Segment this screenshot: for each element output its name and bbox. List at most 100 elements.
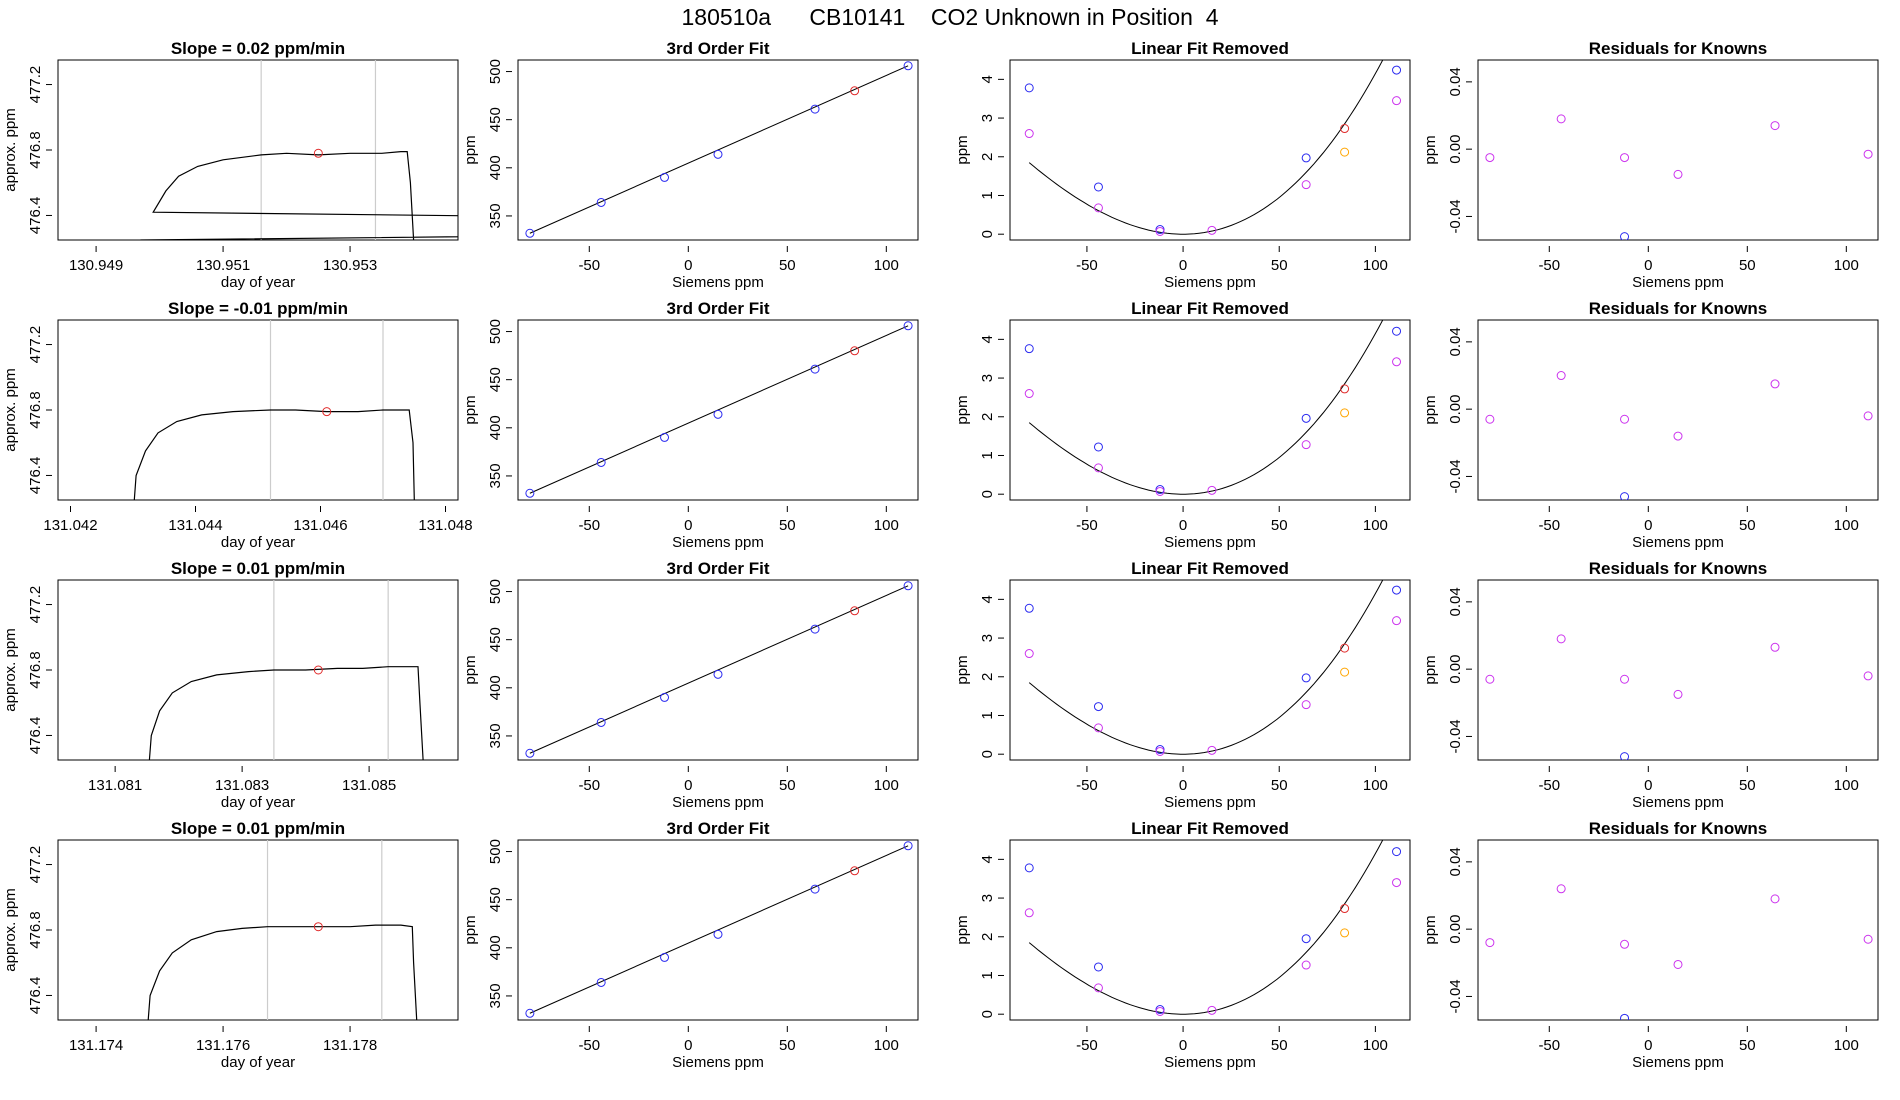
plot-area — [1024, 840, 1402, 1016]
y-tick-label: 4 — [979, 75, 996, 83]
chart-title: Slope = 0.01 ppm/min — [171, 559, 345, 578]
data-point — [1556, 371, 1566, 381]
data-point — [1392, 96, 1402, 106]
y-tick-label: -0.04 — [1447, 459, 1464, 493]
x-tick-label: -50 — [1538, 257, 1560, 274]
plot-area — [1485, 114, 1873, 240]
y-tick-label: 0.04 — [1447, 587, 1464, 616]
x-axis-label: Siemens ppm — [1632, 274, 1724, 291]
y-tick-label: 476.8 — [27, 651, 44, 689]
x-tick-label: 131.042 — [43, 517, 97, 534]
data-point — [1340, 643, 1350, 653]
data-point — [1024, 649, 1034, 659]
y-tick-label: 0 — [979, 750, 996, 758]
plot-area — [1485, 884, 1873, 1020]
data-point — [1556, 114, 1566, 124]
y-tick-label: 1 — [979, 451, 996, 459]
x-tick-label: -50 — [578, 1037, 600, 1054]
y-tick-label: 450 — [487, 887, 504, 912]
data-point — [810, 624, 820, 634]
plot-frame — [57, 319, 459, 501]
data-point — [1207, 485, 1217, 495]
plot-frame — [57, 579, 459, 761]
y-tick-label: 0.04 — [1447, 327, 1464, 356]
x-tick-label: 0 — [1644, 517, 1652, 534]
y-tick-label: 476.4 — [27, 717, 44, 755]
x-axis-label: Siemens ppm — [1632, 534, 1724, 551]
x-tick-label: 130.951 — [196, 257, 250, 274]
x-tick-label: 50 — [779, 257, 796, 274]
data-point — [1863, 149, 1873, 159]
page-title: 180510a CB10141 CO2 Unknown in Position … — [681, 4, 1219, 30]
y-tick-label: 476.8 — [27, 911, 44, 949]
data-point — [1093, 182, 1103, 192]
x-tick-label: 0 — [684, 257, 692, 274]
data-point — [1093, 203, 1103, 213]
y-tick-label: 0.04 — [1447, 847, 1464, 876]
data-point — [1620, 752, 1630, 760]
data-point — [713, 929, 723, 939]
data-point — [903, 321, 913, 331]
x-tick-label: 100 — [1834, 517, 1859, 534]
data-point — [1863, 934, 1873, 944]
data-point — [1392, 878, 1402, 888]
data-point — [1155, 746, 1165, 756]
data-point — [850, 606, 860, 616]
data-point — [1620, 939, 1630, 949]
data-point — [1485, 674, 1495, 684]
y-tick-label: 450 — [487, 367, 504, 392]
data-point — [1301, 934, 1311, 944]
plot-area — [1485, 634, 1873, 760]
x-tick-label: 50 — [779, 517, 796, 534]
x-axis-label: day of year — [221, 274, 295, 291]
y-tick-label: 4 — [979, 595, 996, 603]
data-point — [313, 922, 323, 932]
y-tick-label: 3 — [979, 374, 996, 382]
x-axis-label: Siemens ppm — [1164, 274, 1256, 291]
data-point — [1155, 1006, 1165, 1016]
y-axis-label: ppm — [462, 135, 479, 164]
plot-frame — [1477, 839, 1879, 1021]
chart-title: Slope = 0.02 ppm/min — [171, 39, 345, 58]
y-tick-label: 350 — [487, 463, 504, 488]
data-point — [660, 172, 670, 182]
y-tick-label: 500 — [487, 579, 504, 604]
chart-title: 3rd Order Fit — [667, 39, 770, 58]
y-axis-label: ppm — [1422, 655, 1439, 684]
series-line — [140, 151, 458, 240]
x-tick-label: 100 — [1834, 257, 1859, 274]
plot-frame — [1477, 319, 1879, 501]
data-point — [903, 61, 913, 71]
data-point — [1093, 723, 1103, 733]
data-point — [1024, 908, 1034, 918]
data-point — [1340, 147, 1350, 157]
data-point — [1392, 585, 1402, 595]
y-axis-label: ppm — [462, 655, 479, 684]
x-tick-label: -50 — [1076, 517, 1098, 534]
fit-line — [529, 585, 909, 754]
x-axis-label: day of year — [221, 794, 295, 811]
data-point — [660, 432, 670, 442]
y-axis-label: ppm — [954, 655, 971, 684]
data-point — [1024, 389, 1034, 399]
data-point — [660, 952, 670, 962]
plot-frame — [1009, 839, 1411, 1021]
x-tick-label: 131.178 — [323, 1037, 377, 1054]
x-tick-label: -50 — [1538, 777, 1560, 794]
chart-title: 3rd Order Fit — [667, 819, 770, 838]
plot-area — [1024, 580, 1402, 756]
plot-frame — [517, 839, 919, 1021]
chart-panel: Residuals for Knowns -50 0 50 100 Siemens ppm… — [1422, 819, 1879, 1071]
x-tick-label: 131.044 — [168, 517, 222, 534]
plot-area — [148, 580, 424, 760]
data-point — [850, 346, 860, 356]
y-tick-label: -0.04 — [1447, 979, 1464, 1013]
data-point — [1024, 603, 1034, 613]
chart-panel: 3rd Order Fit -50 0 50 100 Siemens ppm 350 400 4… — [462, 819, 919, 1071]
plot-area — [140, 60, 458, 240]
fit-line — [529, 325, 909, 494]
y-tick-label: 0 — [979, 490, 996, 498]
data-point — [1673, 169, 1683, 179]
